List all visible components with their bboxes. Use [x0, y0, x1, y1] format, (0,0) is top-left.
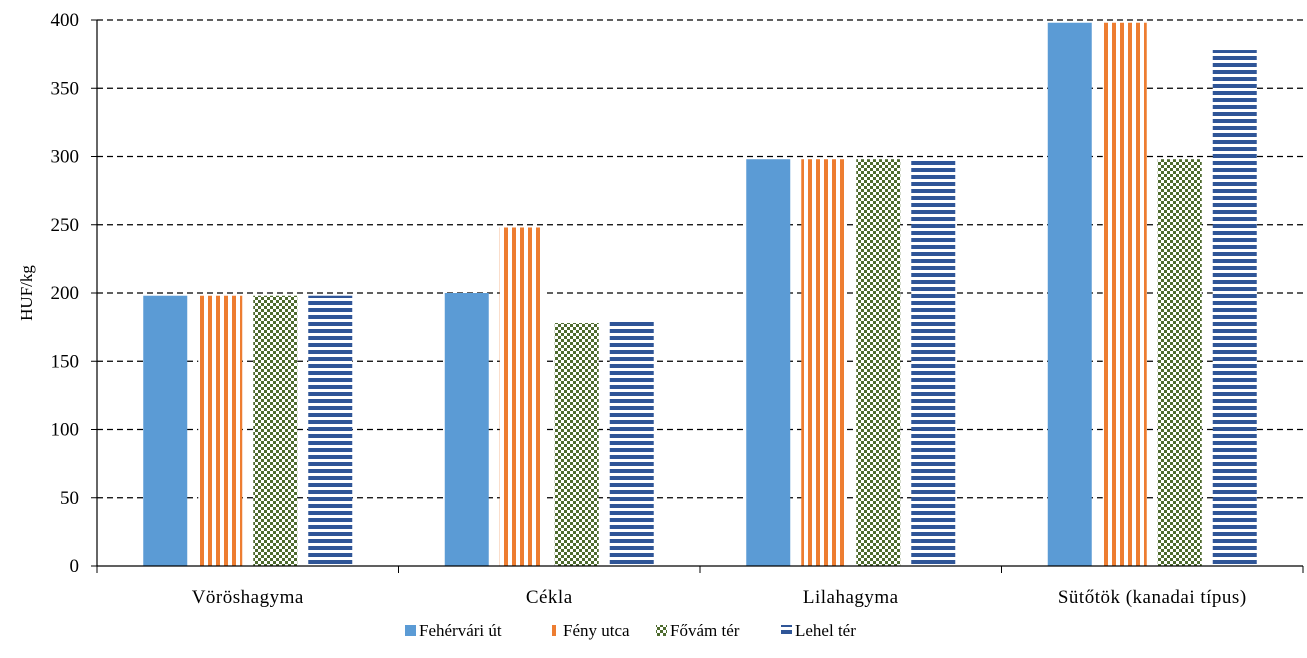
legend-label-2: Fény utca [563, 621, 630, 640]
x-tick-label: Lilahagyma [803, 587, 899, 608]
legend: Fehérvári út Fény utca Fővám tér Lehel tér [405, 621, 856, 640]
bar-3-4 [1157, 159, 1202, 567]
bar-4-4 [1212, 50, 1257, 566]
y-tick-label: 150 [51, 351, 80, 372]
bar-2-2 [499, 227, 544, 567]
legend-swatch-3 [656, 625, 667, 636]
bar-1-1 [143, 295, 188, 566]
bar-2-3 [801, 159, 846, 567]
legend-swatch-1 [405, 625, 416, 636]
legend-label-4: Lehel tér [795, 621, 856, 640]
bar-1-2 [444, 293, 489, 566]
y-tick-label: 250 [51, 215, 80, 236]
legend-label-3: Fővám tér [670, 621, 740, 640]
y-tick-label: 0 [70, 556, 80, 577]
y-tick-label: 200 [51, 283, 80, 304]
y-tick-label: 50 [60, 488, 79, 509]
legend-swatch-2 [549, 625, 560, 636]
y-tick-label: 300 [51, 147, 80, 168]
gridlines [97, 19, 1303, 499]
bar-4-3 [911, 159, 956, 567]
y-tick-label: 100 [51, 420, 80, 441]
x-tick-label: Sütőtök (kanadai típus) [1058, 587, 1247, 608]
legend-swatch-4 [781, 625, 792, 636]
bars [143, 22, 1257, 567]
y-tick-label: 400 [51, 10, 80, 31]
axes [91, 19, 1304, 573]
bar-2-4 [1102, 22, 1147, 567]
tick-labels: 0 50 100 150 200 250 300 350 400 Vöröshagyma Cékla… [51, 10, 1247, 608]
bar-3-2 [554, 323, 599, 566]
bar-1-4 [1047, 22, 1092, 567]
x-tick-label: Vöröshagyma [192, 587, 304, 608]
bar-4-2 [609, 320, 654, 566]
bar-3-3 [856, 159, 901, 567]
y-axis-title: HUF/kg [17, 265, 36, 321]
bar-4-1 [308, 295, 353, 566]
legend-label-1: Fehérvári út [419, 621, 502, 640]
bar-3-1 [253, 295, 298, 566]
bar-1-3 [746, 159, 791, 567]
x-tick-label: Cékla [526, 587, 573, 608]
bar-2-1 [198, 295, 243, 566]
y-tick-label: 350 [51, 78, 80, 99]
